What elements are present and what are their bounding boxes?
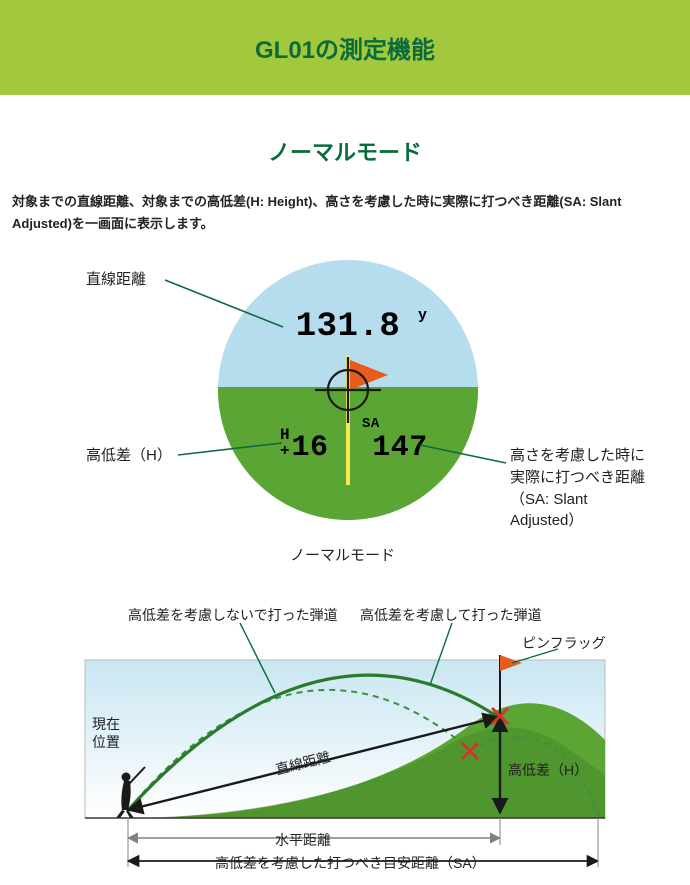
label-traj-noheight: 高低差を考慮しないで打った弾道 bbox=[128, 605, 338, 625]
label-height: 高低差（H） bbox=[86, 445, 172, 467]
readout-h-value: 16 bbox=[291, 431, 328, 465]
label-in-sa: 高低差を考慮した打つべき目安距離（SA） bbox=[215, 853, 486, 873]
label-in-horiz: 水平距離 bbox=[275, 830, 331, 850]
scope-figure: 131.8 y H + 16 SA 147 直線距離 高低差（H） 高さを考慮し… bbox=[0, 255, 690, 585]
readout-main: 131.8 bbox=[296, 308, 401, 346]
scope-caption: ノーマルモード bbox=[290, 545, 395, 567]
section-title: ノーマルモード bbox=[0, 135, 690, 167]
label-traj-withheight: 高低差を考慮して打った弾道 bbox=[360, 605, 542, 625]
readout-main-unit: y bbox=[418, 307, 428, 324]
readout-h-sign: + bbox=[280, 442, 290, 460]
scope-svg: 131.8 y H + 16 SA 147 bbox=[0, 255, 690, 585]
label-straight: 直線距離 bbox=[86, 269, 146, 291]
readout-sa-label: SA bbox=[362, 416, 380, 432]
description: 対象までの直線距離、対象までの高低差(H: Height)、高さを考慮した時に実… bbox=[0, 191, 690, 255]
readout-sa-value: 147 bbox=[372, 431, 428, 465]
label-sa: 高さを考慮した時に 実際に打つべき距離 （SA: Slant Adjusted） bbox=[510, 445, 680, 532]
label-pinflag: ピンフラッグ bbox=[522, 633, 606, 653]
trajectory-figure: 高低差を考慮しないで打った弾道 高低差を考慮して打った弾道 ピンフラッグ 現在位… bbox=[0, 585, 690, 880]
banner: GL01の測定機能 bbox=[0, 0, 690, 95]
banner-title: GL01の測定機能 bbox=[255, 30, 435, 65]
label-in-height: 高低差（H） bbox=[508, 760, 588, 780]
label-current-pos: 現在位置 bbox=[92, 715, 120, 751]
